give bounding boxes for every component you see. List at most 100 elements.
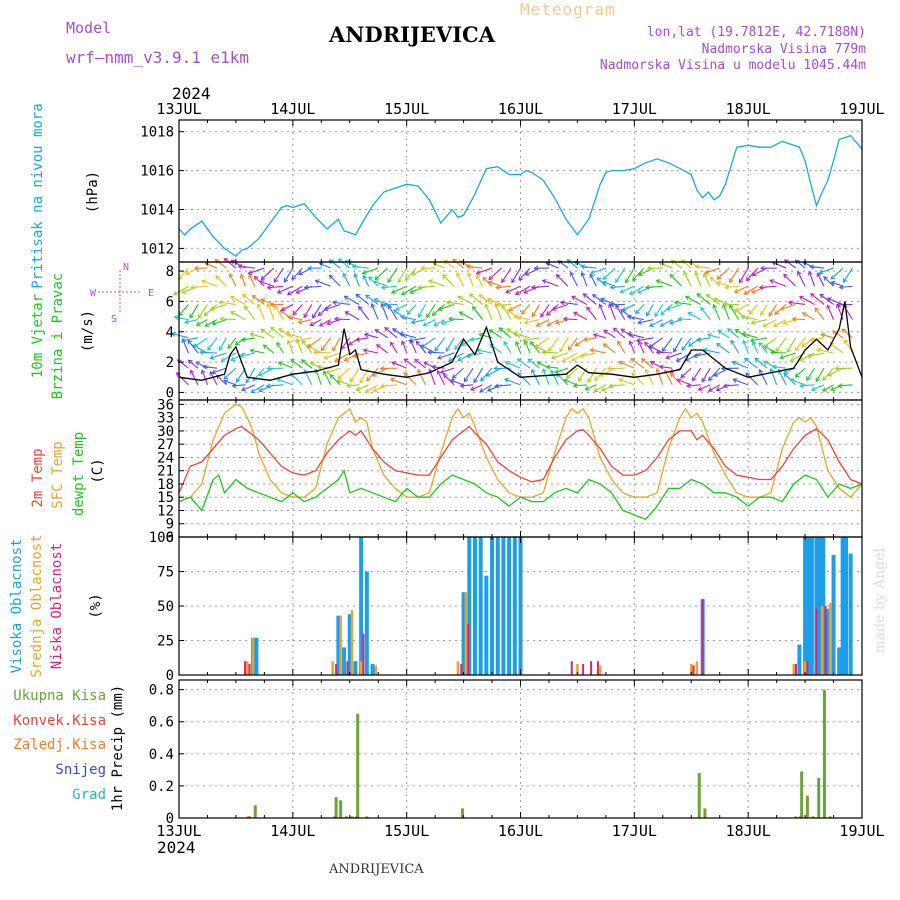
wind-arrow [799,295,815,305]
date-label-bottom: 13JUL [156,822,201,840]
wind-arrow [381,303,389,320]
wind-arrow [301,359,313,369]
wind-arrowhead [677,316,682,322]
wind-arrowhead [440,320,446,326]
wind-arrow [320,337,332,351]
wind-arrow [613,327,626,339]
wind-arrow [783,372,796,386]
wind-arrow [513,333,531,339]
wind-arrow [680,367,692,378]
wind-arrowhead [810,293,815,298]
wind-arrow [708,367,721,381]
high-cloud-bar [848,553,853,675]
wind-arrow [457,352,474,362]
wind-arrowhead [258,280,264,285]
wind-arrow [319,319,332,327]
wind-arrowhead [636,289,642,294]
wind-arrowhead [589,269,595,275]
wind-arrowhead [830,386,836,392]
wind-arrowhead [654,312,659,318]
wind-arrow [263,344,275,354]
wind-arrowhead [478,294,484,299]
wind-arrow [832,330,844,339]
wind-arrowhead [403,358,409,364]
wind-arrowhead [762,360,768,365]
wind-arrowhead [294,337,300,343]
wind-arrowhead [292,310,298,316]
wind-arrowhead [476,274,481,280]
wind-arrowhead [269,302,275,308]
wind-arrowhead [823,276,828,281]
wind-arrow [638,341,645,354]
wind-arrowhead [218,346,224,351]
wind-arrowhead [822,376,827,381]
wind-arrowhead [762,343,767,349]
wind-arrowhead [478,332,484,338]
total-precip-bar [365,816,369,818]
wind-arrow [712,304,721,320]
wind-arrowhead [524,271,530,276]
wind-arrowhead [506,328,511,333]
wind-arrow [173,285,189,296]
wind-arrow [211,367,227,374]
wind-arrow [687,312,702,321]
wind-arrowhead [465,264,471,270]
wind-arrow [221,352,237,362]
wind-arrowhead [496,302,501,308]
high-cloud-bar [797,644,802,675]
wind-arrowhead [789,357,795,362]
wind-arrow [703,273,711,287]
compass-e: E [148,288,154,299]
wind-arrowhead [511,278,516,284]
wind-arrowhead [410,319,416,325]
wind-arrowhead [336,379,342,384]
wind-arrow [732,361,749,369]
y-tick-label: 0.6 [149,715,174,731]
wind-arrow [479,384,493,393]
wind-arrow [329,374,341,386]
low-cloud-bar [362,633,365,675]
wind-arrowhead [181,289,187,294]
wind-arrow [843,305,853,320]
wind-arrow [342,273,351,287]
wind-arrowhead [371,372,377,377]
wind-arrow [795,337,806,351]
mid-cloud-bar [828,603,832,675]
wind-arrow [734,285,749,293]
wind-arrow [415,340,427,354]
wind-arrow [727,328,740,339]
wind-arrowhead [337,374,343,380]
wind-arrow [770,279,787,287]
high-cloud-bar [809,537,814,675]
mid-cloud-bar [246,661,249,675]
y-tick-label: 1016 [140,164,174,180]
wind-arrow [245,367,256,383]
wind-arrowhead [361,270,367,275]
wind-arrow [751,319,768,324]
wind-arrowhead [303,284,309,290]
wind-arrowhead [370,303,376,309]
compass-w: W [90,288,97,299]
wind-arrow [267,303,275,320]
wind-arrowhead [523,319,529,325]
wind-arrowhead [323,306,329,312]
wind-arrow [563,379,578,386]
wind-arrow [630,358,645,369]
wind-arrowhead [505,289,511,294]
station-title: ANDRIJEVICA [329,22,496,47]
wind-arrow [210,303,227,311]
wind-arrow [353,352,369,357]
wind-arrowhead [363,332,369,338]
wind-arrow [822,367,834,381]
wind-arrow [546,366,559,369]
wind-arrow [594,367,607,382]
mid-cloud-bar [464,592,468,675]
wind-arrow [421,337,436,348]
wind-arrowhead [465,353,471,359]
wind-arrowhead [344,260,350,265]
mid-cloud-bar [792,663,795,675]
high-cloud-bar [353,661,358,675]
wind-arrowhead [260,275,266,281]
wind-arrow [279,309,294,321]
